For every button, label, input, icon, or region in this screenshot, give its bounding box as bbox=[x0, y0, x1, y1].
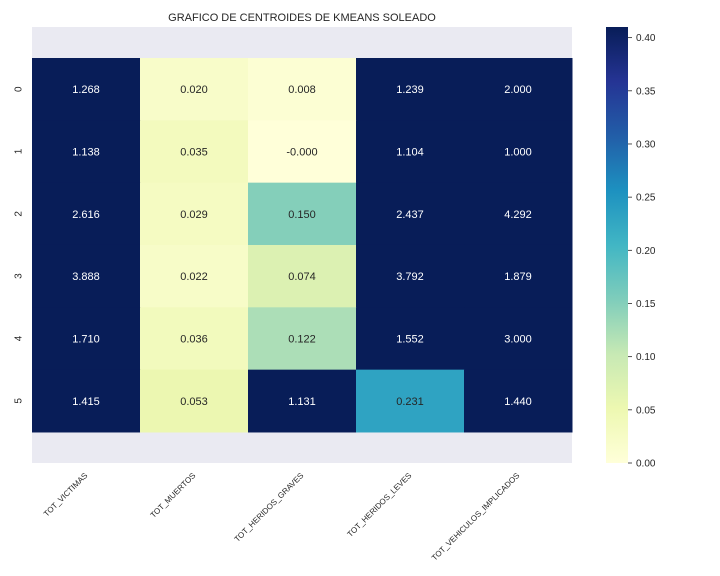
cell-value-label: 0.122 bbox=[288, 333, 316, 345]
colorbar: 0.00 0.05 0.10 0.15 0.20 0.25 0.30 0.35 0.40 bbox=[606, 27, 656, 470]
row-tick-label: 0 bbox=[14, 86, 25, 92]
cell-value-label: 0.231 bbox=[396, 396, 424, 408]
colorbar-tick-label: 0.40 bbox=[636, 33, 656, 44]
cell-value-label: 1.415 bbox=[72, 396, 100, 408]
heatmap-cell bbox=[356, 58, 465, 121]
column-tick-label: TOT_HERIDOS_GRAVES bbox=[233, 471, 306, 544]
cell-value-label: 0.022 bbox=[180, 271, 208, 283]
colorbar-gradient bbox=[606, 27, 628, 463]
heatmap-cell bbox=[356, 307, 465, 371]
heatmap-cell bbox=[32, 369, 141, 433]
cell-value-label: 3.000 bbox=[504, 333, 532, 345]
cell-value-label: 0.008 bbox=[288, 84, 316, 96]
column-tick-label: TOT_VEHICULOS_IMPLICADOS bbox=[430, 471, 521, 562]
column-tick-label: TOT_VICTIMAS bbox=[42, 471, 89, 518]
row-tick-label: 4 bbox=[14, 335, 25, 341]
heatmap-cell bbox=[140, 307, 249, 371]
row-tick-labels: 0 1 2 3 4 5 bbox=[14, 86, 25, 404]
colorbar-tick-label: 0.10 bbox=[636, 352, 656, 363]
colorbar-tick-label: 0.00 bbox=[636, 459, 656, 470]
row-tick-label: 5 bbox=[14, 398, 25, 404]
heatmap-cell bbox=[248, 369, 357, 433]
cell-value-label: 4.292 bbox=[504, 209, 532, 221]
cell-value-label: 1.879 bbox=[504, 271, 532, 283]
column-tick-labels: TOT_VICTIMAS TOT_MUERTOS TOT_HERIDOS_GRAVE… bbox=[42, 471, 521, 562]
colorbar-tick-label: 0.35 bbox=[636, 86, 656, 97]
heatmap-cell bbox=[356, 182, 465, 246]
heatmap-cell bbox=[248, 244, 357, 308]
heatmap-cell bbox=[464, 182, 573, 246]
row-tick-label: 1 bbox=[14, 148, 25, 154]
heatmap-cell bbox=[464, 244, 573, 308]
heatmap-cell bbox=[140, 369, 249, 433]
cell-value-label: 1.138 bbox=[72, 146, 100, 158]
cell-value-label: 0.053 bbox=[180, 396, 208, 408]
colorbar-tick-label: 0.25 bbox=[636, 193, 656, 204]
chart-title: GRAFICO DE CENTROIDES DE KMEANS SOLEADO bbox=[168, 12, 436, 24]
heatmap-cell bbox=[32, 244, 141, 308]
cell-value-label: 0.020 bbox=[180, 84, 208, 96]
cell-value-label: 3.888 bbox=[72, 271, 100, 283]
row-tick-label: 3 bbox=[14, 273, 25, 279]
cell-value-label: 1.710 bbox=[72, 333, 100, 345]
cell-value-label: 0.074 bbox=[288, 271, 316, 283]
heatmap-cell bbox=[248, 307, 357, 371]
cell-value-label: 1.239 bbox=[396, 84, 424, 96]
colorbar-tick-label: 0.15 bbox=[636, 299, 656, 310]
heatmap-cell bbox=[248, 58, 357, 121]
heatmap-cell bbox=[140, 120, 249, 184]
heatmap-cell bbox=[356, 369, 465, 433]
cell-value-label: 0.035 bbox=[180, 146, 208, 158]
row-tick-label: 2 bbox=[14, 211, 25, 217]
cell-value-label: 3.792 bbox=[396, 271, 424, 283]
cell-value-label: 0.036 bbox=[180, 333, 208, 345]
heatmap-cell bbox=[356, 120, 465, 184]
cell-value-label: -0.000 bbox=[286, 146, 317, 158]
heatmap-cell bbox=[140, 182, 249, 246]
heatmap-cell bbox=[464, 307, 573, 371]
heatmap-cell bbox=[140, 58, 249, 121]
cell-value-label: 0.029 bbox=[180, 209, 208, 221]
heatmap-cells: 1.268 0.020 0.008 1.239 2.000 1.138 0.035 -0.00… bbox=[32, 58, 573, 433]
heatmap-cell bbox=[248, 182, 357, 246]
cell-value-label: 1.268 bbox=[72, 84, 100, 96]
cell-value-label: 2.000 bbox=[504, 84, 532, 96]
heatmap-cell bbox=[140, 244, 249, 308]
cell-value-label: 1.104 bbox=[396, 146, 424, 158]
cell-value-label: 1.440 bbox=[504, 396, 532, 408]
cell-value-label: 1.000 bbox=[504, 146, 532, 158]
column-tick-label: TOT_HERIDOS_LEVES bbox=[346, 471, 414, 539]
colorbar-tick-label: 0.20 bbox=[636, 246, 656, 257]
heatmap-cell bbox=[356, 244, 465, 308]
heatmap-cell bbox=[464, 58, 573, 121]
cell-value-label: 0.150 bbox=[288, 209, 316, 221]
column-tick-label: TOT_MUERTOS bbox=[149, 471, 198, 520]
colorbar-tick-label: 0.05 bbox=[636, 405, 656, 416]
cell-value-label: 1.131 bbox=[288, 396, 316, 408]
heatmap-cell bbox=[248, 120, 357, 184]
heatmap-cell bbox=[464, 120, 573, 184]
heatmap-cell bbox=[32, 182, 141, 246]
heatmap-cell bbox=[32, 307, 141, 371]
heatmap-cell bbox=[32, 58, 141, 121]
colorbar-tick-label: 0.30 bbox=[636, 139, 656, 150]
cell-value-label: 2.437 bbox=[396, 209, 424, 221]
cell-value-label: 2.616 bbox=[72, 209, 100, 221]
cell-value-label: 1.552 bbox=[396, 333, 424, 345]
heatmap-cell bbox=[464, 369, 573, 433]
heatmap-cell bbox=[32, 120, 141, 184]
